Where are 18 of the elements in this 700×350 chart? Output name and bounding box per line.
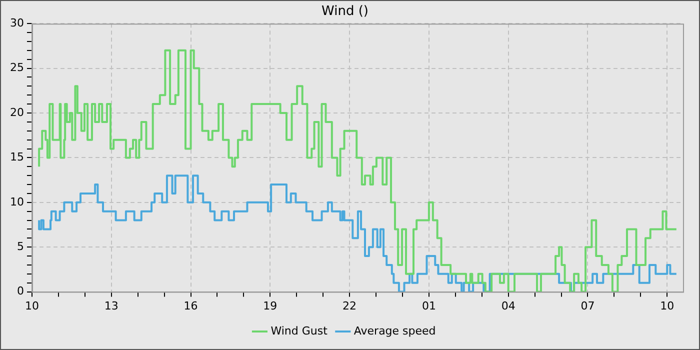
y-tick-label: 20 xyxy=(10,106,24,119)
x-tick-label: 04 xyxy=(501,299,516,312)
y-tick-label: 15 xyxy=(10,150,24,164)
y-tick-label: 25 xyxy=(10,61,24,74)
x-tick-label: 19 xyxy=(263,299,278,312)
x-tick-label: 16 xyxy=(184,299,198,312)
chart-title: Wind () xyxy=(322,4,368,20)
y-tick-label: 5 xyxy=(16,240,24,253)
y-tick-label: 0 xyxy=(16,284,24,298)
legend-label: Wind Gust xyxy=(270,324,328,338)
x-tick-label: 22 xyxy=(342,299,357,312)
x-tick-label: 01 xyxy=(422,299,436,312)
y-tick-label: 30 xyxy=(10,16,24,30)
y-tick-label: 10 xyxy=(10,195,24,208)
legend-label: Average speed xyxy=(354,324,436,338)
x-tick-label: 07 xyxy=(580,299,595,312)
x-tick-label: 10 xyxy=(660,299,674,312)
x-tick-label: 13 xyxy=(104,299,118,312)
